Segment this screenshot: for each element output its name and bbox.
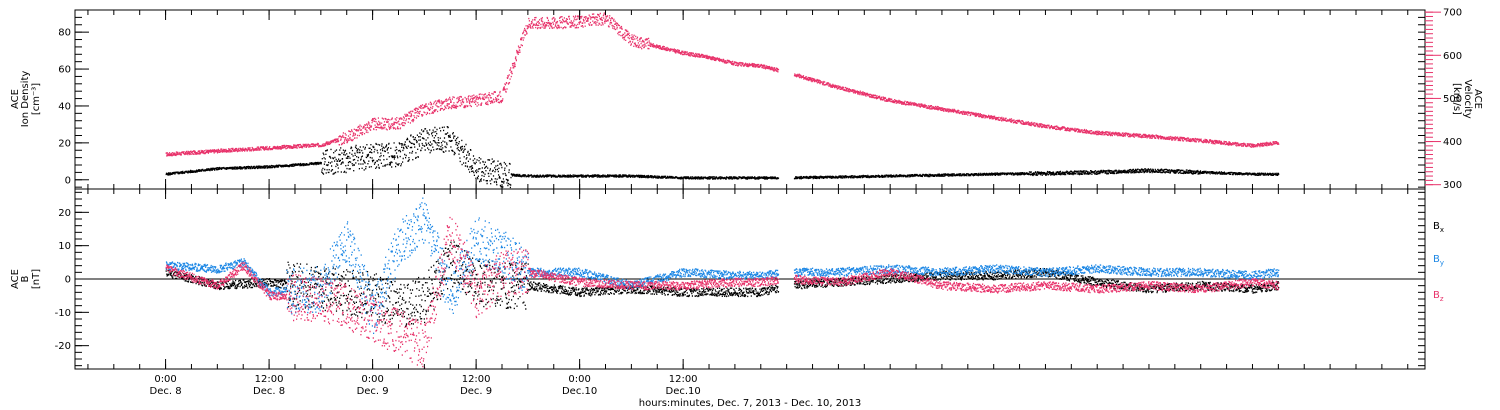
x-tick-day-label: Dec. 9 xyxy=(357,386,389,397)
bz-series xyxy=(165,216,1280,369)
bottom-panel: -20 -10 0 10 20 xyxy=(55,188,1426,370)
top-left-axis-label-line-1: ACE xyxy=(10,89,21,109)
top-left-tick-label: 60 xyxy=(58,65,71,76)
bottom-left-tick-label: 10 xyxy=(58,241,71,252)
bottom-left-tick-label: 0 xyxy=(65,275,71,286)
top-right-tick-label: 700 xyxy=(1443,8,1462,19)
legend-bx: Bx xyxy=(1433,221,1444,234)
top-right-axis-label-line-2: Velocity xyxy=(1462,79,1473,118)
top-right-axis-label-line-3: [km/s] xyxy=(1451,83,1462,115)
top-left-axis-label-line-3: [cm⁻³] xyxy=(31,83,42,115)
x-tick-time-label: 12:00 xyxy=(462,374,491,385)
bottom-left-tick-label: -20 xyxy=(55,341,71,352)
top-left-tick-label: 80 xyxy=(58,28,71,39)
top-right-tick-label: 300 xyxy=(1443,180,1462,191)
top-right-tick-label: 400 xyxy=(1443,137,1462,148)
top-right-axis-label-line-1: ACE xyxy=(1472,89,1483,109)
panel-frame xyxy=(74,9,1426,190)
bottom-left-tick-label: -10 xyxy=(55,308,71,319)
by-series xyxy=(165,197,1280,334)
bottom-left-axis-label-line-3: [nT] xyxy=(31,269,42,289)
legend-by: By xyxy=(1433,254,1444,267)
top-right-tick-label: 600 xyxy=(1443,51,1462,62)
bottom-left-axis-label-line-2: B xyxy=(20,275,31,282)
x-axis-title: hours:minutes, Dec. 7, 2013 - Dec. 10, 2… xyxy=(639,398,861,409)
x-tick-day-label: Dec. 8 xyxy=(253,386,285,397)
x-tick-time-label: 0:00 xyxy=(568,374,590,385)
x-tick-day-label: Dec. 8 xyxy=(150,386,182,397)
density-series xyxy=(165,126,1280,189)
velocity-series xyxy=(165,12,1280,157)
x-tick-day-label: Dec. 9 xyxy=(460,386,492,397)
top-right-tick-label: 500 xyxy=(1443,94,1462,105)
x-tick-time-label: 12:00 xyxy=(255,374,284,385)
x-tick-day-label: Dec.10 xyxy=(562,386,597,397)
top-left-tick-label: 0 xyxy=(65,175,71,186)
x-tick-time-label: 0:00 xyxy=(154,374,176,385)
bottom-left-tick-label: 20 xyxy=(58,208,71,219)
bottom-left-axis-label-line-1: ACE xyxy=(10,269,21,289)
x-tick-time-label: 12:00 xyxy=(669,374,698,385)
top-panel: 0 20 40 60 80 300 400 500 600 700 xyxy=(58,8,1462,192)
legend-bz: Bz xyxy=(1433,290,1444,303)
top-left-tick-label: 20 xyxy=(58,138,71,149)
x-tick-time-label: 0:00 xyxy=(361,374,383,385)
x-tick-day-label: Dec.10 xyxy=(666,386,701,397)
top-left-axis-label-line-2: Ion Density xyxy=(20,71,31,128)
top-left-tick-label: 40 xyxy=(58,101,71,112)
